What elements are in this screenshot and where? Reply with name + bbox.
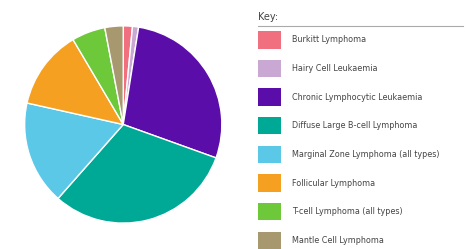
Wedge shape [123, 26, 133, 124]
Text: Key:: Key: [258, 12, 278, 22]
FancyBboxPatch shape [258, 60, 281, 77]
FancyBboxPatch shape [258, 146, 281, 163]
FancyBboxPatch shape [258, 31, 281, 49]
FancyBboxPatch shape [258, 203, 281, 220]
Wedge shape [27, 40, 123, 124]
FancyBboxPatch shape [258, 174, 281, 192]
Text: Chronic Lymphocytic Leukaemia: Chronic Lymphocytic Leukaemia [292, 93, 422, 102]
Text: Marginal Zone Lymphoma (all types): Marginal Zone Lymphoma (all types) [292, 150, 439, 159]
Wedge shape [123, 26, 139, 124]
Text: T-cell Lymphoma (all types): T-cell Lymphoma (all types) [292, 207, 402, 216]
FancyBboxPatch shape [258, 88, 281, 106]
Wedge shape [73, 28, 123, 124]
Wedge shape [25, 103, 123, 198]
Wedge shape [58, 124, 216, 223]
Wedge shape [123, 27, 222, 158]
FancyBboxPatch shape [258, 117, 281, 134]
Text: Burkitt Lymphoma: Burkitt Lymphoma [292, 35, 366, 44]
Text: Diffuse Large B-cell Lymphoma: Diffuse Large B-cell Lymphoma [292, 121, 418, 130]
Text: Hairy Cell Leukaemia: Hairy Cell Leukaemia [292, 64, 377, 73]
Wedge shape [105, 26, 123, 124]
Text: Follicular Lymphoma: Follicular Lymphoma [292, 179, 375, 187]
FancyBboxPatch shape [258, 232, 281, 249]
Text: Mantle Cell Lymphoma: Mantle Cell Lymphoma [292, 236, 384, 245]
